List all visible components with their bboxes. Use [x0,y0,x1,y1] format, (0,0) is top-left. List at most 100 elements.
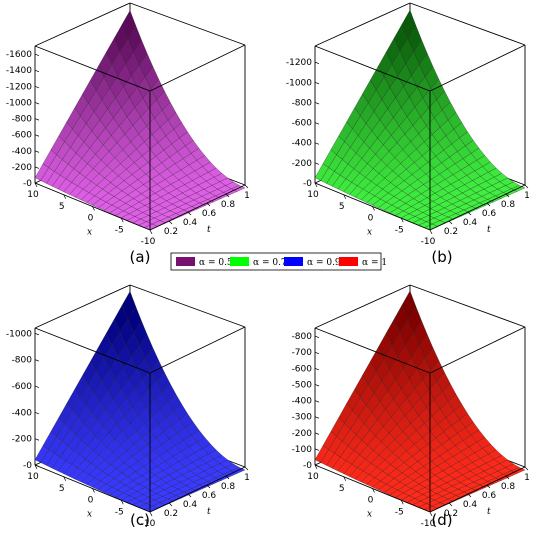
x-tick-label: -5 [115,507,124,517]
z-tick-label: -0 [23,461,32,471]
z-tick-label: -800 [292,332,313,342]
surface [34,290,246,513]
z-tick-label: -300 [292,413,313,423]
t-tick-mark [187,211,192,216]
z-tick-mark [314,432,320,435]
t-tick-label: 1 [244,191,250,201]
panel-label: (a) [130,248,151,266]
x-tick-label: 10 [307,472,319,482]
z-tick-mark [34,150,40,153]
x-tick-label: 10 [27,190,39,200]
panel-a: -0-200-400-600-800-1000-1200-1400-160010… [6,2,250,247]
t-tick-label: 0.4 [183,218,198,228]
x-tick-mark [314,464,318,470]
z-tick-label: -1200 [6,82,32,92]
legend-entry-label: α = 0.9 [307,258,341,268]
z-tick-label: -800 [12,115,33,125]
x-axis-label: x [87,510,92,520]
t-tick-mark [486,484,491,489]
z-tick-label: -800 [12,356,33,366]
box-edge [34,45,151,92]
box-edge [409,2,526,46]
box-edge [34,2,131,47]
x-tick-label: 5 [59,484,65,494]
z-tick-mark [314,81,320,85]
t-tick-label: 0.4 [183,500,198,510]
box-edge [314,2,411,47]
t-tick-mark [225,193,230,198]
panel-c: -0 -200 -400 -600 -800 -1000 10 5 0 -5 -10 x 0.2 0.4 0… [6,284,250,529]
box-edge [129,284,246,328]
z-tick-mark [314,61,320,65]
surface [34,10,246,231]
t-tick-label: 0.2 [444,227,458,237]
z-tick-label: -100 [292,445,313,455]
z-tick-label: -600 [292,364,313,374]
x-tick-label: -5 [395,225,404,235]
x-tick-mark [429,511,433,517]
t-tick-label: 0.2 [444,509,458,519]
z-tick-mark [34,438,40,441]
t-tick-label: 1 [524,191,530,201]
z-tick-label: -400 [292,397,313,407]
z-tick-label: -500 [292,380,313,390]
t-tick-label: 0.4 [463,218,478,228]
x-tick-label: 5 [59,202,65,212]
x-tick-label: 0 [88,496,94,506]
t-tick-label: 0.8 [501,482,516,492]
z-tick-mark [34,359,40,362]
z-tick-label: -400 [12,408,33,418]
z-tick-label: -200 [292,429,313,439]
z-tick-label: -0 [303,461,312,471]
box-edge [409,284,526,328]
x-tick-mark [34,464,38,470]
x-tick-label: -10 [421,237,436,247]
z-tick-mark [314,384,320,387]
panels: -0-200-400-600-800-1000-1200-1400-160010… [6,2,530,529]
z-tick-label: -800 [292,98,313,108]
t-axis-label: t [207,225,211,235]
t-tick-mark [187,493,192,498]
z-tick-label: -700 [292,348,313,358]
x-tick-mark [63,194,67,199]
t-tick-mark [168,502,173,507]
legend-swatch [176,257,195,266]
z-tick-label: -1000 [6,329,32,339]
z-tick-mark [34,69,40,73]
z-tick-label: -1000 [6,98,32,108]
t-tick-label: 0.6 [202,209,217,219]
x-tick-label: -10 [141,519,156,529]
box-edge [34,284,131,329]
z-tick-label: -600 [292,119,313,129]
z-tick-label: -1200 [286,58,312,68]
x-tick-mark [372,488,375,493]
t-tick-label: 0.2 [164,227,178,237]
legend: α = 0.5 α = 0.7 α = 0.9 α = 1 [170,252,387,271]
t-tick-label: 0.2 [164,509,178,519]
surface [314,9,526,231]
x-tick-mark [343,476,347,481]
x-tick-label: 5 [339,484,345,494]
x-tick-label: 0 [368,214,374,224]
box-edge [429,326,526,374]
t-tick-label: 0.6 [482,209,497,219]
t-tick-label: 1 [244,473,250,483]
x-tick-label: -10 [141,237,156,247]
x-tick-mark [149,229,153,235]
t-axis-line [429,466,526,513]
x-tick-mark [34,182,38,188]
x-tick-mark [314,182,318,188]
x-tick-mark [120,218,124,223]
z-tick-mark [34,85,40,89]
t-axis-label: t [207,507,211,517]
box-edge [314,327,431,374]
z-tick-label: -1400 [6,66,32,76]
x-tick-mark [429,229,433,235]
t-tick-label: 1 [524,473,530,483]
legend-entry-label: α = 1 [362,258,387,268]
z-tick-mark [34,332,40,336]
z-tick-mark [314,102,320,105]
x-tick-mark [92,488,95,493]
t-tick-mark [524,184,529,189]
